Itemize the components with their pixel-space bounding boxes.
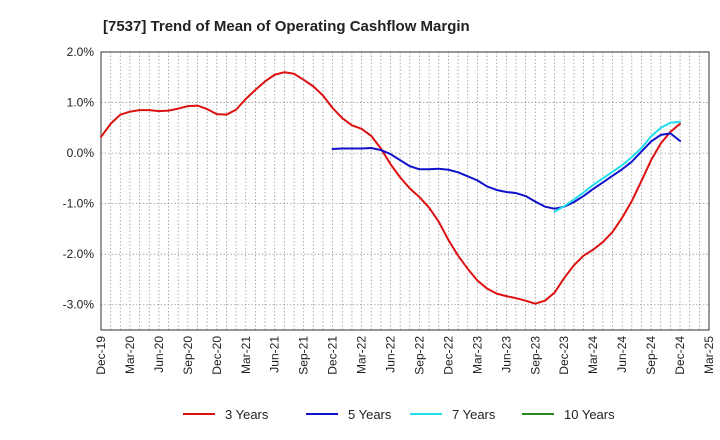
x-tick-label: Sep-20 [181,336,195,375]
x-tick-label: Mar-21 [239,336,253,374]
legend: 3 Years 5 Years 7 Years 10 Years [183,407,615,422]
y-tick-label: -1.0% [63,197,95,211]
x-tick-label: Mar-25 [702,336,716,374]
y-tick-label: 1.0% [67,96,95,110]
y-tick-label: 0.0% [67,146,95,160]
series-line-5-years [331,132,682,210]
x-tick-label: Dec-20 [210,336,224,375]
x-tick-label: Mar-23 [470,336,484,374]
x-tick-label: Mar-24 [586,336,600,374]
x-tick-label: Jun-23 [499,336,513,373]
x-tick-label: Jun-21 [268,336,282,373]
x-tick-label: Dec-24 [673,336,687,375]
x-tick-label: Sep-24 [644,336,658,375]
x-tick-label: Jun-22 [384,336,398,373]
chart-title: [7537] Trend of Mean of Operating Cashfl… [103,18,470,35]
y-tick-label: -3.0% [63,298,95,312]
legend-label: 10 Years [564,407,615,422]
x-axis-ticks: Dec-19 Mar-20 Jun-20 Sep-20 Dec-20 Mar-21 Jun-… [94,336,716,375]
y-tick-label: 2.0% [67,45,95,59]
x-tick-label: Mar-20 [123,336,137,374]
x-tick-label: Dec-23 [557,336,571,375]
x-tick-label: Dec-19 [94,336,108,375]
x-tick-label: Mar-22 [355,336,369,374]
x-tick-label: Dec-21 [326,336,340,375]
legend-label: 7 Years [452,407,496,422]
y-tick-label: -2.0% [63,247,95,261]
legend-label: 3 Years [225,407,269,422]
legend-label: 5 Years [348,407,392,422]
x-tick-label: Jun-20 [152,336,166,373]
y-axis-ticks: 2.0% 1.0% 0.0% -1.0% -2.0% -3.0% [63,45,95,312]
x-tick-label: Sep-21 [297,336,311,375]
grid-lines [101,51,709,330]
x-tick-label: Sep-22 [412,336,426,375]
series-line-7-years [553,120,682,213]
series-lines [100,71,682,305]
x-tick-label: Jun-24 [615,336,629,373]
x-tick-label: Sep-23 [528,336,542,375]
series-line-3-years [100,71,682,305]
plot-area-frame [100,51,710,331]
x-tick-label: Dec-22 [441,336,455,375]
